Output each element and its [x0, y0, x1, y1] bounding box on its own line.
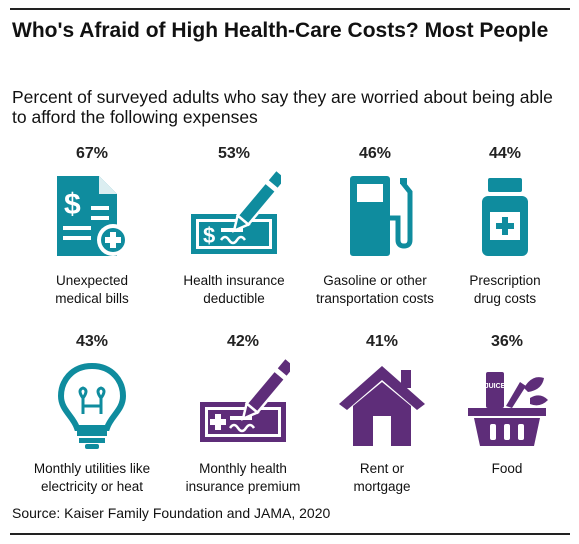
- juice-text: JUICE: [485, 383, 506, 390]
- item-percent: 46%: [358, 145, 392, 162]
- svg-text:$: $: [203, 223, 215, 248]
- item-health-insurance-deductible: 53% $ Health insurance deductible: [164, 144, 304, 308]
- item-label: Unexpected medical bills: [22, 272, 162, 308]
- item-label: Monthly utilities like electricity or he…: [22, 460, 162, 496]
- item-label-line: Gasoline or other: [323, 273, 427, 288]
- item-monthly-utilities: 43% Monthly utilities like electricity o…: [22, 332, 162, 496]
- item-label-line: Monthly utilities like: [33, 461, 151, 476]
- gas-pump-icon: [350, 176, 413, 256]
- item-monthly-health-insurance-premium: 42% Monthly health insurance premium: [173, 332, 313, 496]
- top-rule: [10, 8, 570, 10]
- bottom-rule: [10, 533, 570, 535]
- item-label-line: drug costs: [473, 291, 537, 306]
- house-icon: [339, 366, 425, 446]
- item-label: Prescription drug costs: [435, 272, 575, 308]
- item-label-line: mortgage: [353, 479, 411, 494]
- check-pen-plus-icon: [200, 358, 290, 442]
- item-percent: 67%: [75, 145, 109, 162]
- light-bulb-icon: [57, 362, 127, 449]
- chart-title: Who's Afraid of High Health-Care Costs? …: [12, 19, 549, 42]
- item-rent-or-mortgage: 41% Rent or mortgage: [312, 332, 452, 496]
- item-percent: 42%: [226, 333, 260, 350]
- item-food: 36% JUICE Food: [437, 332, 577, 478]
- grocery-basket-icon: JUICE: [468, 372, 548, 446]
- item-label-line: medical bills: [55, 291, 129, 306]
- medical-bill-icon: $: [57, 176, 129, 256]
- pill-bottle-icon: [482, 178, 528, 256]
- item-label-line: Health insurance: [183, 273, 285, 288]
- item-percent: 41%: [365, 333, 399, 350]
- item-label: Rent or mortgage: [312, 460, 452, 496]
- item-label-line: insurance premium: [185, 479, 301, 494]
- item-unexpected-medical-bills: 67% $ Unexpected medical bills: [22, 144, 162, 308]
- item-percent: 43%: [75, 333, 109, 350]
- item-label-line: Food: [491, 461, 523, 476]
- item-label-line: deductible: [203, 291, 265, 306]
- item-label: Monthly health insurance premium: [173, 460, 313, 496]
- item-gasoline-transportation: 46% Gasoline or other transportation cos…: [305, 144, 445, 308]
- chart-subtitle: Percent of surveyed adults who say they …: [12, 87, 553, 127]
- item-label: Health insurance deductible: [164, 272, 304, 308]
- item-label-line: Rent or: [359, 461, 405, 476]
- source-note: Source: Kaiser Family Foundation and JAM…: [12, 505, 331, 521]
- item-percent: 44%: [488, 145, 522, 162]
- item-label-line: transportation costs: [316, 291, 434, 306]
- item-percent: 53%: [217, 145, 251, 162]
- svg-text:$: $: [64, 188, 81, 221]
- item-prescription-drug-costs: 44% Prescription drug costs: [435, 144, 575, 308]
- item-label: Food: [437, 460, 577, 478]
- item-label-line: Monthly health: [199, 461, 287, 476]
- item-label-line: Unexpected: [55, 273, 129, 288]
- check-pen-icon: $: [191, 170, 281, 254]
- item-label: Gasoline or other transportation costs: [305, 272, 445, 308]
- item-percent: 36%: [490, 333, 524, 350]
- item-label-line: electricity or heat: [40, 479, 144, 494]
- item-label-line: Prescription: [469, 273, 541, 288]
